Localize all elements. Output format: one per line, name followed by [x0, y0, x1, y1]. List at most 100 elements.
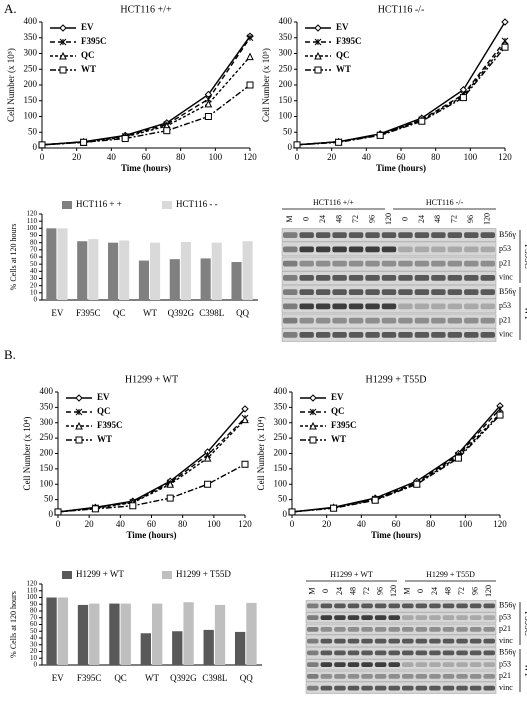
- marker: [121, 135, 129, 143]
- marker: [91, 505, 99, 513]
- blot-band: [365, 260, 380, 267]
- blot-band: [456, 638, 468, 644]
- blot-band: [283, 232, 298, 238]
- blot-band: [361, 662, 373, 667]
- blot-strip: [305, 612, 497, 624]
- marker: [204, 99, 213, 108]
- lane-label: 96: [470, 587, 479, 595]
- y-tick-label: 350: [274, 401, 288, 411]
- blot-band: [381, 332, 397, 338]
- blot-band: [415, 615, 428, 620]
- marker: [288, 508, 296, 516]
- lane-label: 0: [400, 217, 409, 221]
- lane-label: 48: [443, 587, 452, 595]
- blot-band: [299, 232, 314, 238]
- blot-band: [456, 650, 468, 656]
- blot-band: [431, 246, 446, 253]
- blot-band: [334, 627, 346, 632]
- blot-band: [320, 627, 333, 632]
- blot-band: [464, 317, 479, 324]
- row-label: p53: [499, 301, 511, 310]
- blot-band: [447, 275, 463, 281]
- bar: [172, 631, 183, 665]
- blot-band: [374, 650, 387, 656]
- y-axis-label: Cell Number (x 10⁵): [261, 48, 271, 122]
- blot-band: [464, 275, 479, 281]
- blot-band: [483, 674, 495, 679]
- x-tick-label: QC: [114, 673, 127, 683]
- y-tick-label: 200: [279, 79, 293, 89]
- blot-band: [299, 246, 314, 253]
- set-label: WT: [523, 664, 527, 678]
- blot-band: [315, 303, 331, 310]
- blot-band: [483, 638, 495, 644]
- blot-band: [456, 603, 468, 609]
- blot-band: [320, 662, 333, 667]
- lane-label: 48: [433, 215, 442, 223]
- legend-marker: [314, 66, 322, 74]
- x-tick-label: WT: [143, 308, 157, 318]
- blot-band: [456, 685, 468, 691]
- blot-band: [442, 650, 455, 656]
- chart-title: H1299 + T55D: [365, 374, 426, 385]
- blot-band: [334, 638, 346, 644]
- lane-label: 120: [484, 585, 493, 597]
- y-tick-label: 0: [33, 142, 38, 152]
- row-label: B56γ: [499, 287, 516, 296]
- bar: [108, 242, 119, 300]
- legend-label: F395C: [97, 420, 123, 430]
- y-tick-label: 350: [279, 32, 293, 42]
- legend-marker: [309, 394, 317, 402]
- lane-label: 0: [302, 217, 311, 221]
- blot-band: [429, 662, 441, 667]
- blot-band: [483, 603, 495, 609]
- blot-band: [431, 303, 446, 310]
- blot-band: [361, 603, 373, 609]
- series-line: [57, 419, 246, 513]
- x-tick-label: WT: [145, 673, 159, 683]
- marker: [54, 508, 62, 516]
- y-tick-label: 100: [40, 478, 54, 488]
- x-tick-label: 60: [397, 152, 407, 162]
- blot-band: [415, 662, 428, 667]
- series-line: [291, 414, 501, 513]
- blot-band: [361, 615, 373, 620]
- blot-band: [447, 317, 463, 324]
- blot-band: [442, 603, 455, 609]
- lane-label: 96: [367, 215, 376, 223]
- blot-band: [374, 662, 387, 667]
- chart-title: HCT116 -/-: [378, 4, 425, 15]
- lane-label: 72: [450, 215, 459, 223]
- series-line: [291, 408, 501, 513]
- x-tick-label: 40: [116, 519, 126, 529]
- y-tick-label: 10: [30, 288, 38, 296]
- marker: [129, 502, 137, 510]
- blot-band: [469, 685, 482, 691]
- legend-marker: [314, 38, 322, 46]
- x-tick-label: C398L: [199, 308, 224, 318]
- legend-label: HCT116 + +: [76, 199, 122, 209]
- blot-band: [429, 650, 441, 656]
- blot-band: [431, 232, 446, 238]
- y-tick-label: 90: [30, 600, 38, 608]
- blot-band: [464, 232, 479, 238]
- blot-band: [332, 289, 347, 295]
- blot-band: [365, 332, 380, 338]
- blot-band: [381, 232, 397, 238]
- blot-band: [307, 627, 319, 632]
- x-tick-label: 100: [459, 519, 473, 529]
- bar: [214, 604, 226, 665]
- blot-group-label: H1299 + T55D: [426, 570, 475, 579]
- x-tick-label: 20: [72, 152, 82, 162]
- row-label: p21: [499, 624, 511, 633]
- blot-band: [315, 260, 331, 267]
- blot-band: [332, 260, 347, 267]
- blot-band: [442, 638, 455, 644]
- bar: [211, 242, 222, 300]
- blot-band: [456, 615, 468, 620]
- blot-band: [347, 662, 360, 667]
- blot-band: [483, 615, 495, 620]
- blot-band: [480, 289, 495, 295]
- blot-band: [348, 317, 364, 324]
- blot-band: [348, 260, 364, 267]
